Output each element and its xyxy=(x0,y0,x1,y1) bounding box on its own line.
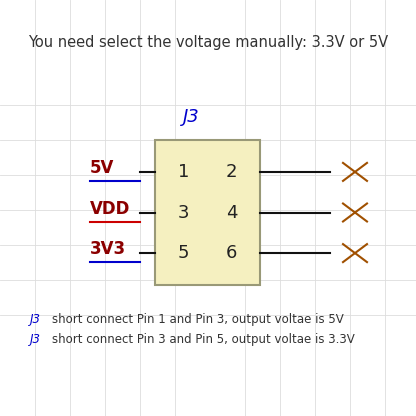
Text: short connect Pin 3 and Pin 5, output voltae is 3.3V: short connect Pin 3 and Pin 5, output vo… xyxy=(52,334,355,347)
Text: 4: 4 xyxy=(226,203,238,221)
Text: 6: 6 xyxy=(226,244,238,262)
Text: You need select the voltage manually: 3.3V or 5V: You need select the voltage manually: 3.… xyxy=(28,35,388,50)
Text: 5V: 5V xyxy=(90,159,114,177)
Text: J3: J3 xyxy=(183,108,200,126)
Bar xyxy=(155,140,260,285)
Text: J3: J3 xyxy=(30,314,41,327)
Text: short connect Pin 1 and Pin 3, output voltae is 5V: short connect Pin 1 and Pin 3, output vo… xyxy=(52,314,344,327)
Text: 5: 5 xyxy=(178,244,189,262)
Text: J3: J3 xyxy=(30,334,41,347)
Text: VDD: VDD xyxy=(90,200,130,218)
Text: 1: 1 xyxy=(178,163,189,181)
Text: 3V3: 3V3 xyxy=(90,240,126,258)
Text: 2: 2 xyxy=(226,163,238,181)
Text: 3: 3 xyxy=(178,203,189,221)
